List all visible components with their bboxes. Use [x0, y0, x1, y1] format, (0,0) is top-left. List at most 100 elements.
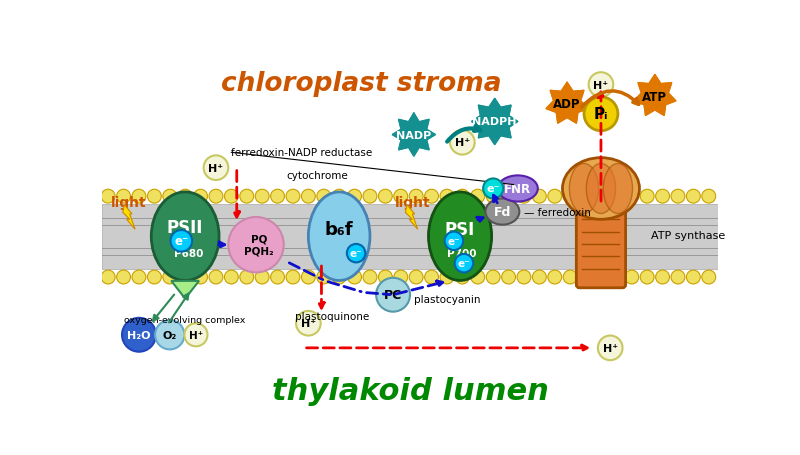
Text: b₆f: b₆f [325, 220, 354, 238]
Circle shape [348, 190, 362, 204]
Text: PQH₂: PQH₂ [244, 246, 274, 256]
Circle shape [122, 318, 156, 352]
Circle shape [255, 270, 269, 284]
Circle shape [671, 270, 685, 284]
Circle shape [671, 190, 685, 204]
Ellipse shape [429, 192, 492, 281]
Circle shape [517, 270, 531, 284]
Circle shape [578, 190, 593, 204]
Ellipse shape [570, 164, 598, 214]
Circle shape [455, 270, 470, 284]
Circle shape [155, 320, 184, 349]
Text: oxygen-evolving complex: oxygen-evolving complex [125, 315, 246, 324]
Circle shape [533, 190, 546, 204]
Circle shape [625, 270, 638, 284]
Circle shape [270, 270, 285, 284]
Circle shape [240, 270, 254, 284]
Text: H₂O: H₂O [127, 330, 150, 340]
Circle shape [163, 270, 177, 284]
Circle shape [455, 190, 470, 204]
Text: ADP: ADP [554, 98, 581, 111]
Circle shape [548, 190, 562, 204]
Circle shape [147, 190, 162, 204]
Circle shape [440, 190, 454, 204]
Text: plastocyanin: plastocyanin [414, 294, 480, 304]
Circle shape [163, 190, 177, 204]
Circle shape [578, 270, 593, 284]
Polygon shape [546, 83, 588, 124]
Text: PSII: PSII [167, 218, 203, 237]
Circle shape [376, 278, 410, 312]
Circle shape [117, 190, 130, 204]
Ellipse shape [603, 164, 633, 214]
Circle shape [548, 270, 562, 284]
Text: cytochrome: cytochrome [286, 171, 349, 181]
Circle shape [204, 156, 228, 181]
Circle shape [425, 270, 438, 284]
Text: NADP: NADP [396, 130, 431, 140]
Circle shape [502, 270, 515, 284]
Circle shape [332, 190, 346, 204]
Polygon shape [472, 99, 518, 145]
Text: Fd: Fd [494, 206, 511, 218]
Circle shape [594, 270, 608, 284]
Circle shape [117, 270, 130, 284]
Circle shape [286, 190, 300, 204]
Circle shape [194, 270, 207, 284]
Circle shape [702, 270, 716, 284]
Text: P680: P680 [174, 248, 204, 258]
Ellipse shape [151, 192, 219, 281]
Circle shape [486, 190, 500, 204]
Text: chloroplast stroma: chloroplast stroma [222, 71, 502, 97]
Circle shape [450, 131, 474, 155]
Circle shape [454, 254, 473, 273]
Circle shape [225, 270, 238, 284]
Circle shape [147, 270, 162, 284]
Text: e⁻: e⁻ [458, 258, 470, 268]
Circle shape [209, 190, 223, 204]
Text: H⁺: H⁺ [301, 318, 316, 329]
Circle shape [317, 190, 330, 204]
Circle shape [563, 190, 577, 204]
Circle shape [625, 190, 638, 204]
Text: e⁻: e⁻ [174, 235, 189, 248]
Polygon shape [406, 205, 418, 230]
Text: H⁺: H⁺ [208, 163, 223, 173]
Circle shape [394, 190, 408, 204]
Ellipse shape [308, 192, 370, 281]
Circle shape [286, 270, 300, 284]
Circle shape [486, 270, 500, 284]
Circle shape [178, 190, 192, 204]
Circle shape [640, 270, 654, 284]
Polygon shape [634, 76, 676, 116]
Circle shape [471, 190, 485, 204]
Circle shape [394, 270, 408, 284]
Circle shape [517, 190, 531, 204]
Circle shape [410, 270, 423, 284]
Circle shape [471, 270, 485, 284]
Text: H⁺: H⁺ [594, 81, 609, 91]
FancyBboxPatch shape [576, 197, 626, 288]
Text: H⁺: H⁺ [189, 330, 203, 340]
Text: ferredoxin-NADP reductase: ferredoxin-NADP reductase [231, 148, 373, 158]
Circle shape [378, 270, 392, 284]
Circle shape [296, 311, 321, 336]
Text: ATP synthase: ATP synthase [651, 230, 726, 240]
Circle shape [584, 98, 618, 131]
Circle shape [440, 270, 454, 284]
Polygon shape [171, 281, 199, 299]
Circle shape [598, 336, 622, 360]
Polygon shape [122, 205, 135, 230]
Circle shape [102, 190, 115, 204]
Text: NADPH: NADPH [473, 117, 517, 127]
Text: P700: P700 [447, 248, 476, 258]
Ellipse shape [486, 199, 519, 225]
Circle shape [483, 179, 503, 199]
Circle shape [610, 270, 623, 284]
Circle shape [378, 190, 392, 204]
Circle shape [563, 270, 577, 284]
Circle shape [332, 270, 346, 284]
Circle shape [363, 190, 377, 204]
Circle shape [209, 270, 223, 284]
Circle shape [132, 190, 146, 204]
